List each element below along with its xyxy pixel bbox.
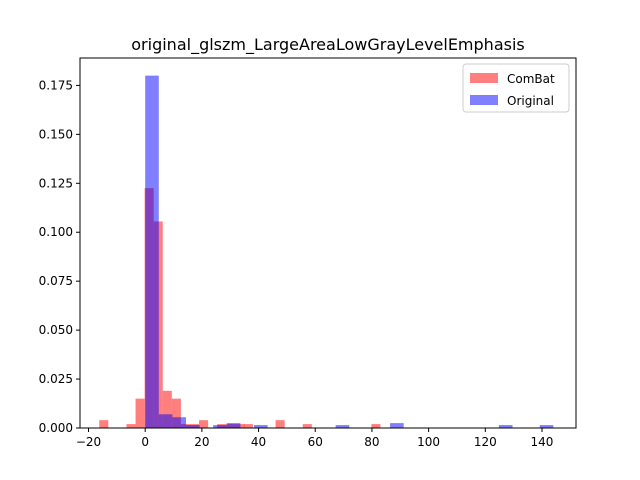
x-axis: −20 0 20 40 60 80 100 120 140: [76, 428, 554, 449]
bar-combat-2: [135, 398, 145, 428]
x-tick-label: 60: [308, 435, 323, 449]
y-tick-label: 0.025: [39, 372, 73, 386]
y-tick-label: 0.150: [39, 127, 73, 141]
bar-combat-6: [171, 398, 181, 428]
legend-swatch-combat: [470, 73, 498, 83]
legend: ComBat Original: [462, 63, 570, 113]
bar-combat-1: [126, 424, 136, 428]
x-tick-label: 80: [364, 435, 379, 449]
y-tick-label: 0.175: [39, 78, 73, 92]
bar-original-4: [213, 425, 227, 428]
bar-combat-14: [275, 420, 285, 428]
legend-swatch-original: [470, 95, 498, 105]
x-tick-label: 120: [474, 435, 497, 449]
y-tick-label: 0.125: [39, 176, 73, 190]
x-tick-label: −20: [76, 435, 101, 449]
x-tick-label: 140: [531, 435, 554, 449]
y-axis: 0.000 0.025 0.050 0.075 0.100 0.125 0.150 0.175: [39, 78, 80, 435]
histogram-bars: [99, 75, 554, 428]
x-tick-label: 100: [417, 435, 440, 449]
bar-original-10: [539, 425, 554, 428]
bar-combat-0: [99, 420, 109, 428]
y-tick-label: 0.100: [39, 225, 73, 239]
legend-label-combat: ComBat: [507, 72, 555, 86]
y-tick-label: 0.050: [39, 323, 73, 337]
chart-title: original_glszm_LargeAreaLowGrayLevelEmph…: [131, 35, 524, 55]
bar-original-7: [335, 425, 350, 428]
bar-original-2: [172, 417, 187, 428]
bar-original-1: [158, 414, 173, 428]
bar-original-6: [254, 425, 268, 428]
bar-combat-16: [371, 424, 381, 428]
bar-combat-5: [162, 390, 172, 428]
legend-label-original: Original: [507, 94, 554, 108]
plot-frame: [79, 57, 577, 429]
y-tick-label: 0.000: [39, 421, 73, 435]
x-tick-label: 20: [194, 435, 209, 449]
bar-combat-9: [199, 420, 209, 428]
bar-original-0: [145, 75, 159, 428]
bar-original-8: [390, 423, 404, 428]
bar-combat-13: [243, 424, 253, 428]
bar-combat-15: [302, 424, 312, 428]
bar-original-5: [226, 423, 241, 428]
bar-original-3: [186, 425, 200, 428]
x-tick-label: 0: [141, 435, 149, 449]
bar-original-9: [498, 425, 513, 428]
y-tick-label: 0.075: [39, 274, 73, 288]
x-tick-label: 40: [251, 435, 266, 449]
